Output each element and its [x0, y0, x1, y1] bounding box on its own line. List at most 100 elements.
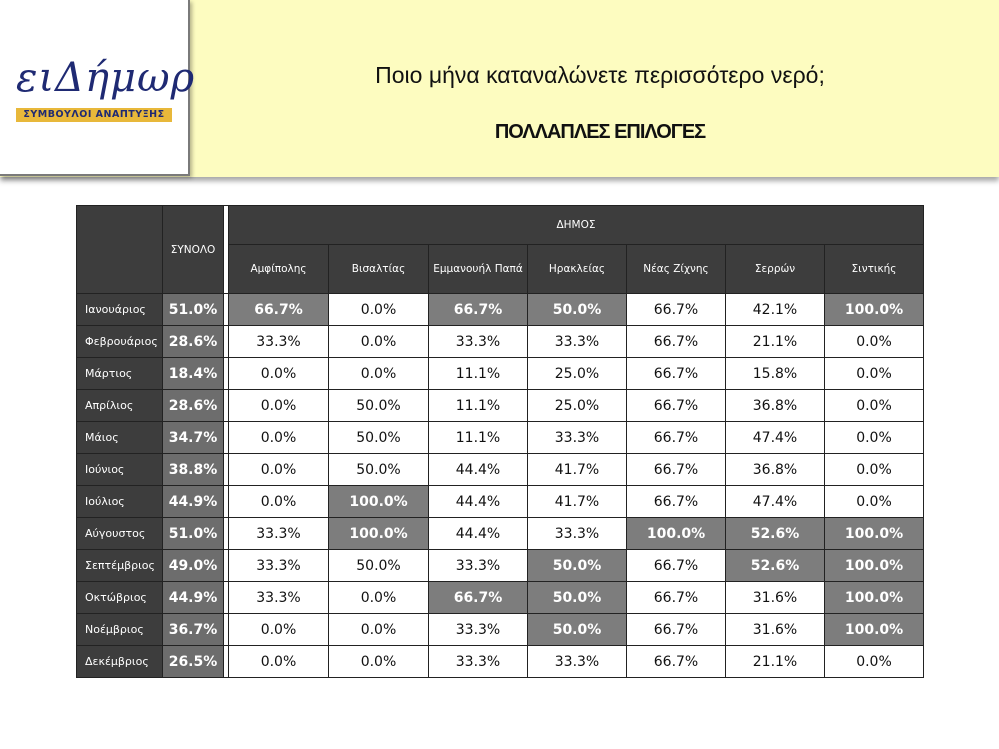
table-row: Φεβρουάριος 28.6% 33.3% 0.0% 33.3% 33.3% 66.7%… — [76, 325, 924, 358]
column-header: Εμμανουήλ Παπά — [428, 244, 528, 294]
column-header: Σερρών — [725, 244, 825, 294]
value-cell: 31.6% — [725, 581, 825, 614]
total-cell: 26.5% — [162, 645, 224, 678]
value-cell: 66.7% — [626, 485, 726, 518]
row-label: Νοέμβριος — [76, 613, 163, 646]
highlighted-value-cell: 100.0% — [328, 517, 429, 550]
highlighted-value-cell: 66.7% — [428, 581, 528, 614]
value-cell: 0.0% — [824, 485, 924, 518]
total-cell: 44.9% — [162, 581, 224, 614]
value-cell: 0.0% — [824, 389, 924, 422]
value-cell: 44.4% — [428, 485, 528, 518]
value-cell: 0.0% — [328, 293, 429, 326]
value-cell: 11.1% — [428, 421, 528, 454]
logo-subtitle: ΣΥΜΒΟΥΛΟΙ ΑΝΑΠΤΥΞΗΣ — [16, 108, 172, 122]
highlighted-value-cell: 52.6% — [725, 549, 825, 582]
value-cell: 33.3% — [228, 549, 329, 582]
value-cell: 33.3% — [527, 325, 627, 358]
value-cell: 33.3% — [228, 517, 329, 550]
page-title: Ποιο μήνα καταναλώνετε περισσότερο νερό; — [375, 62, 825, 88]
value-cell: 33.3% — [527, 421, 627, 454]
total-header: ΣΥΝΟΛΟ — [162, 205, 224, 294]
value-cell: 11.1% — [428, 389, 528, 422]
value-cell: 31.6% — [725, 613, 825, 646]
highlighted-value-cell: 50.0% — [527, 581, 627, 614]
highlighted-value-cell: 100.0% — [824, 549, 924, 582]
value-cell: 25.0% — [527, 357, 627, 390]
value-cell: 21.1% — [725, 645, 825, 678]
value-cell: 41.7% — [527, 485, 627, 518]
value-cell: 50.0% — [328, 453, 429, 486]
value-cell: 11.1% — [428, 357, 528, 390]
value-cell: 0.0% — [328, 581, 429, 614]
value-cell: 47.4% — [725, 421, 825, 454]
value-cell: 33.3% — [228, 325, 329, 358]
value-cell: 50.0% — [328, 421, 429, 454]
value-cell: 66.7% — [626, 645, 726, 678]
value-cell: 36.8% — [725, 389, 825, 422]
row-label: Δεκέμβριος — [76, 645, 163, 678]
highlighted-value-cell: 100.0% — [824, 581, 924, 614]
highlighted-value-cell: 100.0% — [824, 293, 924, 326]
value-cell: 0.0% — [824, 453, 924, 486]
value-cell: 50.0% — [328, 549, 429, 582]
table-row: Δεκέμβριος 26.5% 0.0% 0.0% 33.3% 33.3% 66.7% 21… — [76, 645, 924, 678]
value-cell: 66.7% — [626, 293, 726, 326]
value-cell: 33.3% — [428, 645, 528, 678]
value-cell: 33.3% — [428, 613, 528, 646]
value-cell: 66.7% — [626, 389, 726, 422]
highlighted-value-cell: 66.7% — [428, 293, 528, 326]
value-cell: 0.0% — [228, 357, 329, 390]
row-label: Μάιος — [76, 421, 163, 454]
value-cell: 0.0% — [824, 325, 924, 358]
table-row: Απρίλιος 28.6% 0.0% 50.0% 11.1% 25.0% 66.7% 36.… — [76, 389, 924, 422]
total-cell: 38.8% — [162, 453, 224, 486]
group-header: ΔΗΜΟΣ — [228, 205, 924, 245]
highlighted-value-cell: 100.0% — [824, 613, 924, 646]
value-cell: 33.3% — [527, 645, 627, 678]
value-cell: 0.0% — [228, 485, 329, 518]
corner-header — [76, 205, 163, 294]
column-header: Νέας Ζίχνης — [626, 244, 726, 294]
value-cell: 0.0% — [328, 645, 429, 678]
value-cell: 0.0% — [328, 325, 429, 358]
value-cell: 44.4% — [428, 453, 528, 486]
table-row: Νοέμβριος 36.7% 0.0% 0.0% 33.3% 50.0% 66.7% 31.… — [76, 613, 924, 646]
value-cell: 15.8% — [725, 357, 825, 390]
logo: ειΔήμωρ ΣΥΜΒΟΥΛΟΙ ΑΝΑΠΤΥΞΗΣ — [0, 0, 194, 176]
total-cell: 36.7% — [162, 613, 224, 646]
total-cell: 51.0% — [162, 517, 224, 550]
total-cell: 28.6% — [162, 389, 224, 422]
value-cell: 33.3% — [428, 325, 528, 358]
table-row: Ιανουάριος 51.0% 66.7% 0.0% 66.7% 50.0% 66.7% 4… — [76, 293, 924, 326]
total-cell: 34.7% — [162, 421, 224, 454]
value-cell: 0.0% — [228, 389, 329, 422]
row-label: Φεβρουάριος — [76, 325, 163, 358]
header-banner: ειΔήμωρ ΣΥΜΒΟΥΛΟΙ ΑΝΑΠΤΥΞΗΣ Ποιο μήνα κα… — [0, 0, 999, 177]
table-row: Σεπτέμβριος 49.0% 33.3% 50.0% 33.3% 50.0% 66.7… — [76, 549, 924, 582]
total-cell: 49.0% — [162, 549, 224, 582]
table-row: Μάιος 34.7% 0.0% 50.0% 11.1% 33.3% 66.7% 47.4% 0… — [76, 421, 924, 454]
value-cell: 0.0% — [824, 357, 924, 390]
value-cell: 66.7% — [626, 453, 726, 486]
value-cell: 25.0% — [527, 389, 627, 422]
column-header: Σιντικής — [824, 244, 924, 294]
value-cell: 66.7% — [626, 613, 726, 646]
value-cell: 0.0% — [824, 421, 924, 454]
value-cell: 0.0% — [824, 645, 924, 678]
total-cell: 28.6% — [162, 325, 224, 358]
value-cell: 66.7% — [626, 581, 726, 614]
results-table: ΣΥΝΟΛΟ ΔΗΜΟΣ Αμφίπολης Βισαλτίας Εμμανουήλ… — [76, 205, 924, 678]
column-header: Βισαλτίας — [328, 244, 429, 294]
row-label: Μάρτιος — [76, 357, 163, 390]
value-cell: 41.7% — [527, 453, 627, 486]
column-header: Ηρακλείας — [527, 244, 627, 294]
value-cell: 66.7% — [626, 357, 726, 390]
highlighted-value-cell: 100.0% — [328, 485, 429, 518]
table-row: Μάρτιος 18.4% 0.0% 0.0% 11.1% 25.0% 66.7% 15.8%… — [76, 357, 924, 390]
highlighted-value-cell: 66.7% — [228, 293, 329, 326]
value-cell: 66.7% — [626, 325, 726, 358]
value-cell: 0.0% — [228, 645, 329, 678]
value-cell: 33.3% — [527, 517, 627, 550]
highlighted-value-cell: 50.0% — [527, 613, 627, 646]
